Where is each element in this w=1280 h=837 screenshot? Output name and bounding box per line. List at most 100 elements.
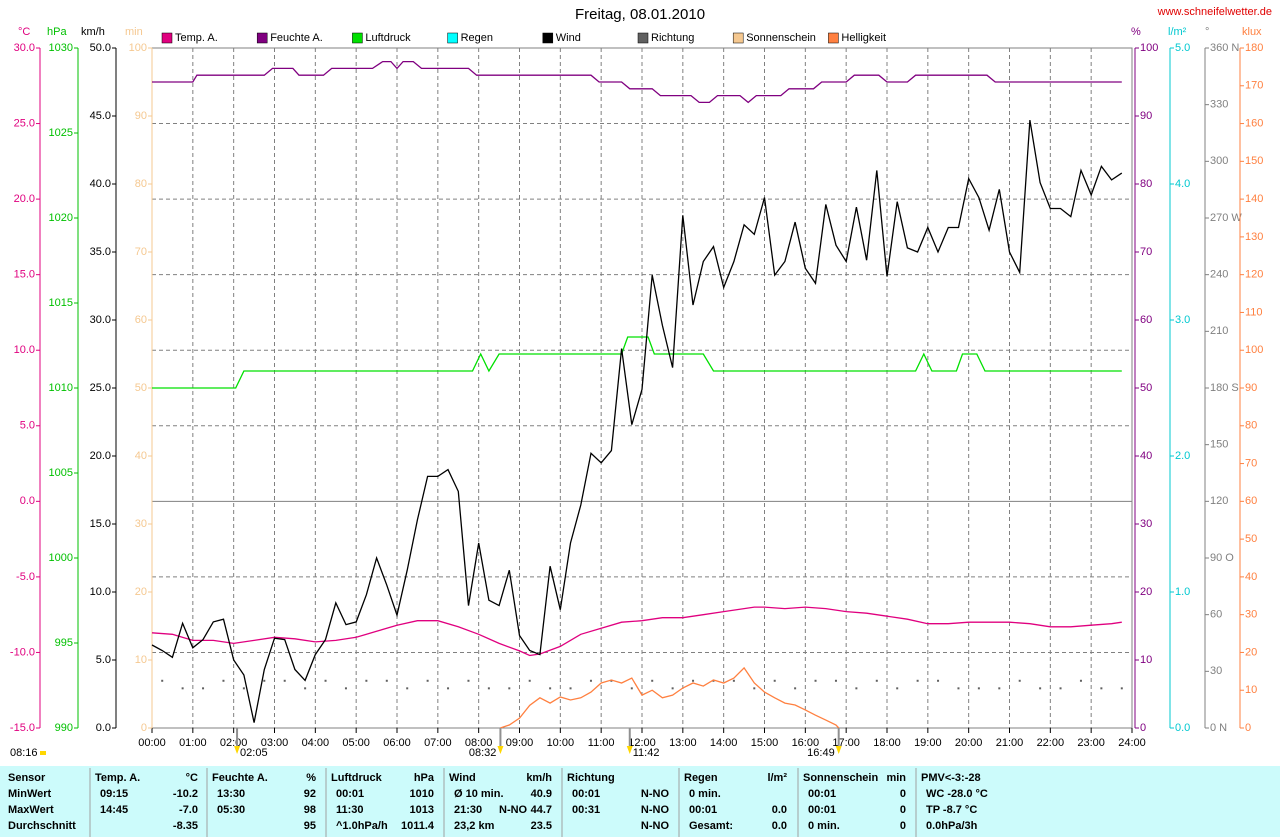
direction-dot: [1018, 679, 1021, 682]
x-tick-label: 02:00: [220, 737, 248, 749]
x-tick-label: 24:00: [1118, 737, 1146, 749]
y-tick-label: 0 N: [1210, 722, 1227, 734]
y-tick-label: -10.0: [10, 646, 35, 658]
x-tick-label: 01:00: [179, 737, 207, 749]
table-cell: 1010: [410, 788, 434, 800]
direction-dot: [283, 679, 286, 682]
y-tick-label: 5.0: [20, 420, 35, 432]
y-tick-label: 100: [1245, 344, 1263, 356]
y-tick-label: 270 W: [1210, 212, 1242, 224]
direction-dot: [365, 679, 368, 682]
y-tick-label: 10.0: [90, 586, 111, 598]
y-tick-label: 1000: [49, 552, 73, 564]
table-cell: Wind: [449, 772, 476, 784]
direction-dot: [1079, 679, 1082, 682]
legend-label: Wind: [556, 32, 581, 44]
y-tick-label: 20.0: [14, 193, 35, 205]
annotation: 08:32: [469, 747, 497, 759]
x-tick-label: 15:00: [751, 737, 779, 749]
table-cell: Richtung: [567, 772, 615, 784]
table-cell: 00:01: [572, 788, 600, 800]
y-tick-label: 70: [1140, 246, 1152, 258]
direction-dot: [1120, 687, 1123, 690]
table-cell: 14:45: [100, 804, 128, 816]
direction-dot: [1039, 687, 1042, 690]
y-tick-label: -15.0: [10, 722, 35, 734]
y-tick-label: 1020: [49, 212, 73, 224]
table-cell: 00:01: [808, 804, 836, 816]
legend-label: Helligkeit: [841, 32, 886, 44]
y-tick-label: 130: [1245, 231, 1263, 243]
table-cell: Gesamt:: [689, 820, 733, 832]
y-tick-label: 50: [135, 382, 147, 394]
direction-dot: [385, 679, 388, 682]
y-tick-label: 60: [135, 314, 147, 326]
summary-background: [0, 766, 1280, 837]
legend-label: Temp. A.: [175, 32, 218, 44]
legend-label: Luftdruck: [365, 32, 411, 44]
y-tick-label: 20.0: [90, 450, 111, 462]
table-cell: l/m²: [767, 772, 787, 784]
x-tick-label: 05:00: [342, 737, 370, 749]
y-tick-label: 0: [1245, 722, 1251, 734]
y-tick-label: 60: [1245, 495, 1257, 507]
direction-dot: [896, 687, 899, 690]
series-line: [152, 60, 1122, 104]
y-tick-label: 990: [55, 722, 73, 734]
y-tick-label: 10: [1140, 654, 1152, 666]
direction-dot: [1100, 687, 1103, 690]
y-tick-label: 25.0: [14, 117, 35, 129]
table-cell: Temp. A.: [95, 772, 140, 784]
y-tick-label: 360 N: [1210, 42, 1239, 54]
direction-dot: [875, 679, 878, 682]
y-tick-label: 120: [1245, 269, 1263, 281]
annotation: 11:42: [633, 747, 660, 759]
x-tick-label: 18:00: [873, 737, 901, 749]
table-cell: %: [306, 772, 316, 784]
x-tick-label: 20:00: [955, 737, 983, 749]
legend-label: Richtung: [651, 32, 694, 44]
table-cell: Ø 10 min.: [454, 788, 504, 800]
y-tick-label: 70: [1245, 457, 1257, 469]
y-tick-label: 60: [1210, 609, 1222, 621]
x-tick-label: 06:00: [383, 737, 411, 749]
direction-dot: [855, 687, 858, 690]
y-tick-label: 100: [129, 42, 147, 54]
y-tick-label: 1015: [49, 297, 73, 309]
y-tick-label: 40: [1245, 571, 1257, 583]
annotation: 02:05: [240, 747, 268, 759]
y-tick-label: 50.0: [90, 42, 111, 54]
y-tick-label: 300: [1210, 155, 1228, 167]
y-tick-label: 150: [1210, 439, 1228, 451]
y-tick-label: 1025: [49, 127, 73, 139]
x-tick-label: 00:00: [138, 737, 166, 749]
table-cell: 0: [900, 788, 906, 800]
x-tick-label: 04:00: [302, 737, 330, 749]
annotation-marker: [234, 746, 241, 754]
table-cell: 40.9: [531, 788, 552, 800]
direction-dot: [630, 687, 633, 690]
x-tick-label: 11:00: [588, 737, 615, 749]
table-cell: 0 min.: [689, 788, 721, 800]
y-tick-label: 90: [1245, 382, 1257, 394]
axis-title: hPa: [47, 26, 67, 38]
y-tick-label: 10.0: [14, 344, 35, 356]
direction-dot: [487, 687, 490, 690]
direction-dot: [161, 679, 164, 682]
table-cell: MinWert: [8, 788, 52, 800]
table-cell: 05:30: [217, 804, 245, 816]
y-tick-label: 80: [135, 178, 147, 190]
axis-title: l/m²: [1168, 26, 1187, 38]
direction-dot: [671, 687, 674, 690]
y-tick-label: 5.0: [1175, 42, 1190, 54]
y-tick-label: 160: [1245, 117, 1263, 129]
table-cell: 0: [900, 804, 906, 816]
table-cell: 0.0: [772, 804, 787, 816]
y-tick-label: 0.0: [1175, 722, 1190, 734]
table-cell: N-NO: [499, 804, 528, 816]
direction-dot: [753, 687, 756, 690]
y-tick-label: -5.0: [16, 571, 35, 583]
y-tick-label: 40.0: [90, 178, 111, 190]
annotation-marker: [40, 751, 46, 755]
y-tick-label: 20: [135, 586, 147, 598]
